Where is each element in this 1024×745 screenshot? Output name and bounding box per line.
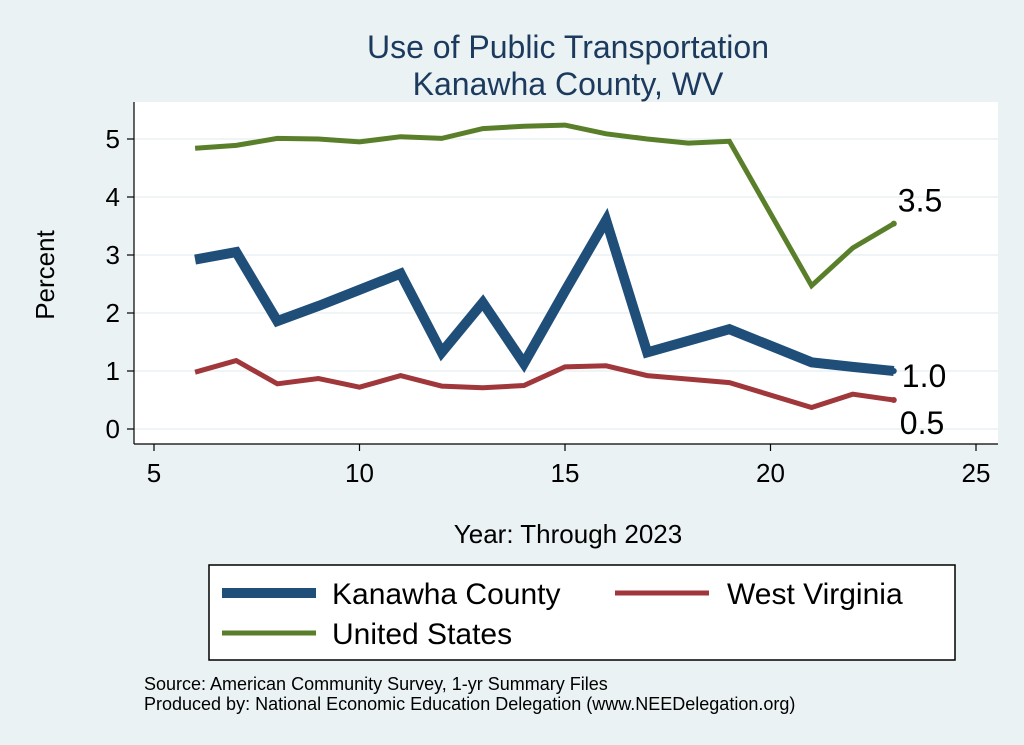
- legend: Kanawha County West Virginia United Stat…: [208, 564, 956, 661]
- chart-subtitle: Kanawha County, WV: [413, 66, 724, 102]
- legend-label-west-virginia: West Virginia: [727, 578, 903, 611]
- y-tick-label: 3: [106, 240, 120, 270]
- series-line-west-virginia: [194, 357, 895, 411]
- series-end-point-west-virginia: [890, 397, 897, 403]
- y-axis-ticks: 0 1 2 3 4 5: [106, 124, 134, 444]
- plot-area: [134, 102, 998, 444]
- y-tick-label: 1: [106, 356, 120, 386]
- series-line-united-states: [194, 122, 896, 290]
- y-tick-label: 4: [106, 182, 120, 212]
- x-axis-title: Year: Through 2023: [454, 519, 682, 549]
- x-tick-label: 25: [962, 458, 991, 488]
- end-label-west-virginia: 0.5: [900, 405, 944, 441]
- series-lines: [194, 122, 897, 411]
- series-end-point-united-states: [890, 220, 897, 227]
- series-end-point-kanawha-county: [890, 368, 897, 374]
- x-axis-ticks: 5 10 15 20 25: [147, 444, 991, 488]
- x-tick-label: 10: [345, 458, 374, 488]
- end-label-united-states: 3.5: [898, 183, 942, 219]
- y-tick-label: 0: [106, 414, 120, 444]
- y-tick-label: 5: [106, 124, 120, 154]
- y-tick-label: 2: [106, 298, 120, 328]
- chart-title: Use of Public Transportation: [367, 29, 769, 65]
- end-label-kanawha-county: 1.0: [902, 358, 946, 394]
- axes: [133, 102, 998, 445]
- series-line-kanawha-county: [194, 207, 895, 376]
- source-note: Source: American Community Survey, 1-yr …: [144, 674, 608, 694]
- legend-label-kanawha: Kanawha County: [332, 578, 561, 611]
- end-labels: 3.5 0.5 1.0: [898, 183, 946, 441]
- x-tick-label: 20: [756, 458, 785, 488]
- y-axis-title: Percent: [30, 229, 60, 319]
- legend-label-united-states: United States: [332, 618, 512, 651]
- produced-by-note: Produced by: National Economic Education…: [144, 694, 795, 714]
- x-tick-label: 15: [551, 458, 580, 488]
- legend-box: [208, 564, 956, 661]
- x-tick-label: 5: [147, 458, 161, 488]
